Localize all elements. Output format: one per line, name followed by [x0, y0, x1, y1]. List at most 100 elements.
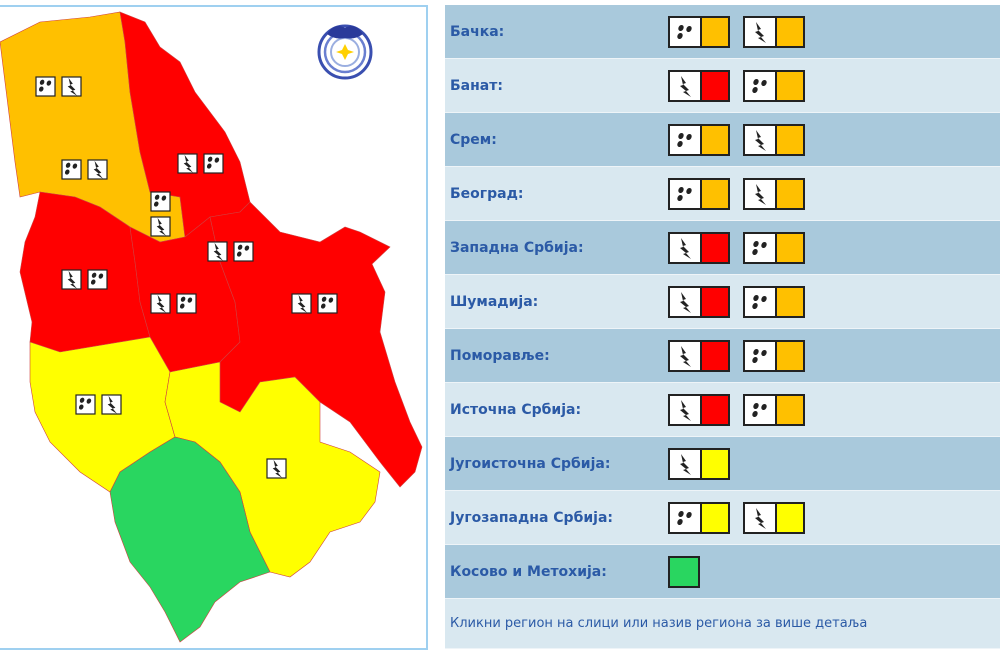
warning-badge[interactable] — [743, 16, 805, 48]
map-rain-icon — [176, 293, 197, 314]
region-name-link[interactable]: Бачка: — [450, 24, 505, 40]
footer-hint: Кликни регион на слици или назив региона… — [450, 616, 868, 631]
warning-badge[interactable] — [668, 340, 730, 372]
region-name-link[interactable]: Косово и Метохија: — [450, 564, 607, 580]
warning-level-red — [702, 72, 728, 100]
map-thunderstorm-icon — [61, 76, 82, 97]
thunderstorm-icon — [745, 504, 777, 532]
warning-badge[interactable] — [743, 394, 805, 426]
region-name-link[interactable]: Поморавље: — [450, 348, 550, 364]
region-row: Источна Србија: — [445, 383, 1000, 437]
rain-icon — [670, 504, 702, 532]
footer-row: Кликни регион на слици или назив региона… — [445, 599, 1000, 649]
warning-level-orange — [777, 288, 803, 316]
warning-badge[interactable] — [668, 232, 730, 264]
warning-badge[interactable] — [743, 178, 805, 210]
region-row: Срем: — [445, 113, 1000, 167]
rain-icon — [670, 180, 702, 208]
thunderstorm-icon — [745, 126, 777, 154]
thunderstorm-icon — [745, 18, 777, 46]
warning-level-orange — [702, 180, 728, 208]
warning-level-red — [702, 234, 728, 262]
map-thunderstorm-icon — [150, 293, 171, 314]
warning-level-orange — [777, 234, 803, 262]
map-rain-icon — [61, 159, 82, 180]
map-thunderstorm-icon — [101, 394, 122, 415]
map-thunderstorm-icon — [87, 159, 108, 180]
region-name-link[interactable]: Банат: — [450, 78, 503, 94]
region-row: Западна Србија: — [445, 221, 1000, 275]
thunderstorm-icon — [670, 72, 702, 100]
warning-level-orange — [777, 180, 803, 208]
map-rain-icon — [87, 269, 108, 290]
warning-level-orange — [777, 396, 803, 424]
map-thunderstorm-icon — [291, 293, 312, 314]
warning-badge[interactable] — [743, 502, 805, 534]
warning-level-orange — [777, 126, 803, 154]
rain-icon — [745, 396, 777, 424]
region-name-link[interactable]: Југозападна Србија: — [450, 510, 613, 526]
warning-badge[interactable] — [668, 448, 730, 480]
warning-badge[interactable] — [743, 340, 805, 372]
warning-level-orange — [777, 342, 803, 370]
map-rain-icon — [317, 293, 338, 314]
rain-icon — [745, 288, 777, 316]
rhmz-logo — [317, 24, 373, 80]
region-row: Бачка: — [445, 5, 1000, 59]
map-region-kosovo[interactable] — [109, 436, 271, 643]
thunderstorm-icon — [745, 180, 777, 208]
map-rain-icon — [150, 191, 171, 212]
region-name-link[interactable]: Западна Србија: — [450, 240, 584, 256]
rain-icon — [745, 72, 777, 100]
warning-level-yellow — [702, 450, 728, 478]
thunderstorm-icon — [670, 342, 702, 370]
region-row: Југозападна Србија: — [445, 491, 1000, 545]
region-row: Косово и Метохија: — [445, 545, 1000, 599]
region-name-link[interactable]: Срем: — [450, 132, 497, 148]
map-thunderstorm-icon — [266, 458, 287, 479]
region-name-link[interactable]: Источна Србија: — [450, 402, 582, 418]
warning-badge[interactable] — [743, 70, 805, 102]
thunderstorm-icon — [670, 288, 702, 316]
warning-level-orange — [777, 18, 803, 46]
warning-badge[interactable] — [668, 16, 730, 48]
map-rain-icon — [203, 153, 224, 174]
thunderstorm-icon — [670, 396, 702, 424]
warning-level-orange — [702, 126, 728, 154]
map-rain-icon — [35, 76, 56, 97]
warning-badge[interactable] — [668, 70, 730, 102]
region-row: Шумадија: — [445, 275, 1000, 329]
warning-badge[interactable] — [743, 124, 805, 156]
region-name-link[interactable]: Београд: — [450, 186, 524, 202]
warning-level-yellow — [777, 504, 803, 532]
warning-level-red — [702, 396, 728, 424]
rain-icon — [670, 18, 702, 46]
map-thunderstorm-icon — [207, 241, 228, 262]
warning-map — [0, 5, 428, 650]
rain-icon — [745, 342, 777, 370]
warning-badge[interactable] — [743, 232, 805, 264]
warning-badge[interactable] — [668, 394, 730, 426]
warning-level-orange — [777, 72, 803, 100]
rain-icon — [670, 126, 702, 154]
map-rain-icon — [233, 241, 254, 262]
warning-badge[interactable] — [668, 178, 730, 210]
region-name-link[interactable]: Шумадија: — [450, 294, 539, 310]
map-thunderstorm-icon — [150, 216, 171, 237]
warning-badge[interactable] — [668, 502, 730, 534]
warning-level-yellow — [702, 504, 728, 532]
warning-level-orange — [702, 18, 728, 46]
region-row: Београд: — [445, 167, 1000, 221]
warning-badge[interactable] — [668, 286, 730, 318]
region-row: Поморавље: — [445, 329, 1000, 383]
region-row: Југоисточна Србија: — [445, 437, 1000, 491]
rain-icon — [745, 234, 777, 262]
warning-level-red — [702, 288, 728, 316]
map-thunderstorm-icon — [61, 269, 82, 290]
warning-level-green[interactable] — [668, 556, 700, 588]
warning-badge[interactable] — [668, 124, 730, 156]
region-row: Банат: — [445, 59, 1000, 113]
warning-badge[interactable] — [743, 286, 805, 318]
region-name-link[interactable]: Југоисточна Србија: — [450, 456, 611, 472]
thunderstorm-icon — [670, 234, 702, 262]
